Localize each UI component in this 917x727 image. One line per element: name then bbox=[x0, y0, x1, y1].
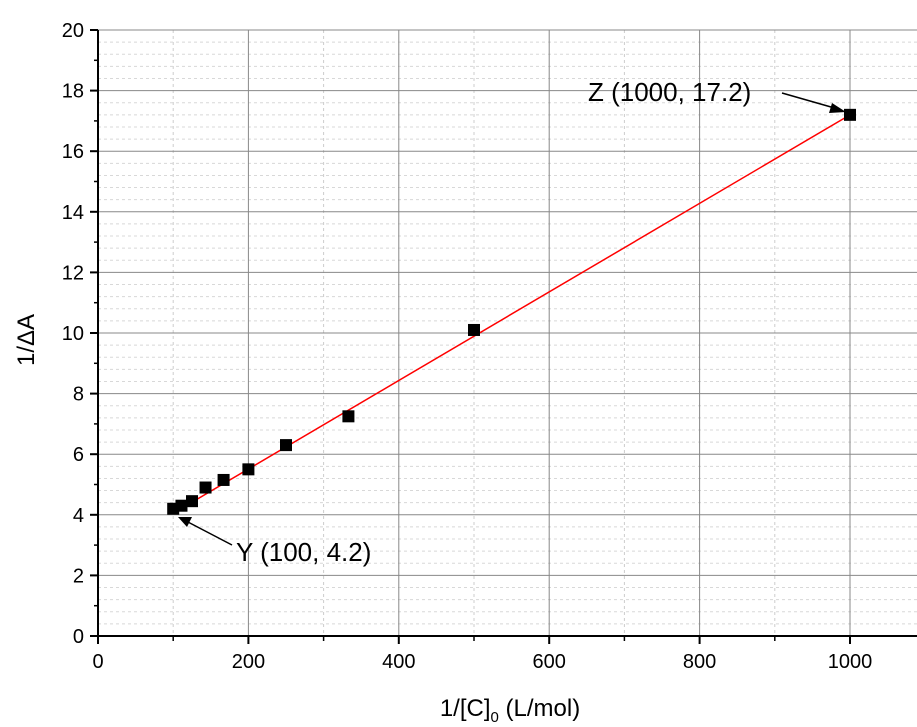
y-tick-label: 6 bbox=[73, 444, 84, 466]
annotation-y: Y (100, 4.2) bbox=[178, 517, 371, 567]
annotation-z-arrow bbox=[781, 92, 839, 110]
x-axis-title: 1/[C]0 (L/mol) bbox=[440, 695, 580, 726]
x-tick-label: 0 bbox=[92, 651, 103, 673]
data-points bbox=[167, 108, 856, 515]
y-tick-label: 18 bbox=[62, 81, 84, 103]
data-point bbox=[217, 473, 230, 486]
x-tick-label: 600 bbox=[533, 651, 566, 673]
fit-line bbox=[172, 114, 851, 514]
minor-grid bbox=[98, 30, 917, 636]
y-tick-label: 10 bbox=[62, 323, 84, 345]
y-tick-label: 16 bbox=[62, 141, 84, 163]
y-axis-title: 1/ΔA bbox=[13, 314, 40, 366]
annotation-z-arrowhead bbox=[829, 103, 846, 113]
data-point bbox=[468, 323, 480, 336]
annotation-z-label: Z (1000, 17.2) bbox=[588, 77, 751, 107]
data-point bbox=[186, 495, 198, 508]
major-grid bbox=[98, 29, 917, 636]
x-tick-label: 400 bbox=[382, 651, 415, 673]
annotation-y-label: Y (100, 4.2) bbox=[236, 537, 371, 567]
data-point bbox=[844, 108, 856, 121]
y-tick-label: 4 bbox=[73, 505, 84, 527]
x-tick-label: 200 bbox=[232, 651, 265, 673]
y-tick-labels: 0 2 4 6 8 10 12 14 16 18 20 bbox=[62, 20, 84, 648]
axes bbox=[90, 29, 917, 644]
annotation-y-arrowhead bbox=[178, 517, 192, 527]
y-tick-label: 2 bbox=[73, 565, 84, 587]
x-axis-title-unit: (L/mol) bbox=[499, 695, 580, 722]
data-point bbox=[242, 463, 255, 476]
data-point bbox=[199, 481, 212, 494]
x-tick-labels: 0 200 400 600 800 1000 bbox=[92, 651, 872, 673]
y-tick-label: 8 bbox=[73, 384, 84, 406]
data-point bbox=[342, 410, 355, 423]
annotation-y-arrow bbox=[185, 520, 233, 546]
y-tick-label: 12 bbox=[62, 262, 84, 284]
annotation-z: Z (1000, 17.2) bbox=[588, 77, 846, 113]
x-axis-title-main: 1/[C] bbox=[440, 695, 491, 722]
y-tick-label: 0 bbox=[73, 626, 84, 648]
y-tick-label: 14 bbox=[62, 202, 84, 224]
x-tick-label: 800 bbox=[683, 651, 716, 673]
x-tick-label: 1000 bbox=[828, 651, 873, 673]
x-axis-title-subscript: 0 bbox=[491, 709, 499, 726]
data-point bbox=[175, 499, 188, 512]
data-point bbox=[280, 439, 292, 452]
y-tick-label: 20 bbox=[62, 20, 84, 42]
